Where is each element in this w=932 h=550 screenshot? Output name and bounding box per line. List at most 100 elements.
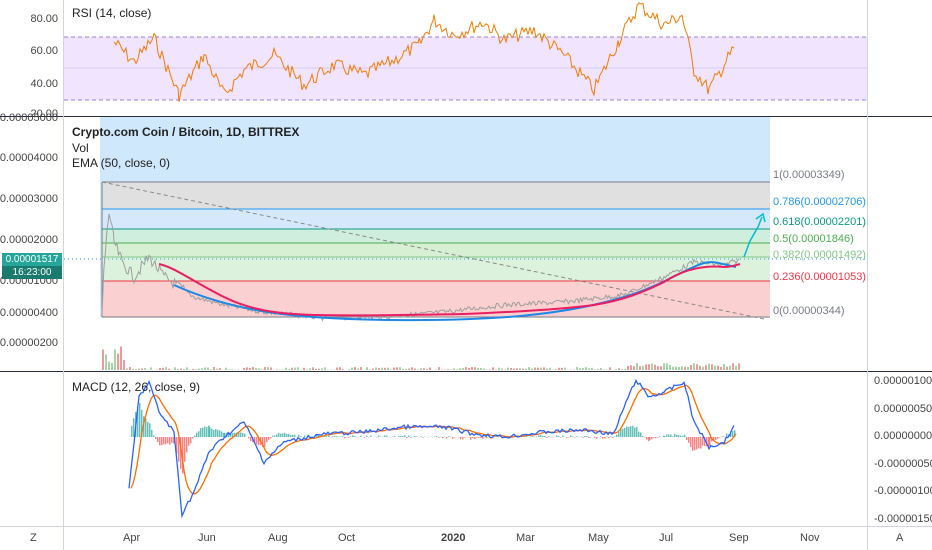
volume-bar	[267, 367, 269, 370]
macd-histogram-bar	[686, 437, 688, 441]
macd-histogram-bar	[586, 436, 588, 437]
macd-histogram-bar	[700, 437, 702, 449]
volume-bar	[303, 367, 305, 370]
macd-histogram-bar	[546, 437, 548, 438]
macd-histogram-bar	[688, 437, 690, 443]
macd-histogram-bar	[612, 437, 614, 438]
volume-bar	[195, 369, 197, 370]
macd-histogram-bar	[171, 437, 173, 443]
macd-histogram-bar	[270, 437, 272, 439]
volume-bar	[696, 364, 698, 370]
main-price-axis[interactable]: 0.00005000 0.00004000 0.00003000 0.00002…	[0, 112, 64, 370]
macd-histogram-bar	[176, 437, 178, 454]
volume-bar	[558, 367, 560, 370]
volume-bar	[663, 363, 665, 370]
price-tick: 0.00003000	[0, 193, 58, 205]
macd-pane[interactable]: MACD (12, 26, close, 9)	[64, 372, 868, 525]
macd-histogram-bar	[488, 436, 490, 437]
volume-bar	[264, 367, 266, 370]
macd-value-axis[interactable]: 0.00000100 0.00000050 0.00000000 -0.0000…	[868, 372, 932, 525]
volume-bar	[636, 363, 638, 370]
macd-histogram-bar	[354, 436, 356, 437]
rsi-tick: 20.00	[30, 108, 58, 120]
rsi-tick: 80.00	[30, 13, 58, 25]
rsi-price-axis[interactable]: 80.00 60.00 40.00 20.00	[0, 0, 64, 120]
macd-histogram-bar	[464, 437, 466, 438]
macd-histogram-bar	[420, 436, 422, 437]
volume-bar	[381, 367, 383, 370]
volume-bar	[291, 367, 293, 370]
volume-legend[interactable]: Vol	[72, 141, 89, 155]
volume-bar	[138, 368, 140, 370]
macd-histogram-bar	[530, 436, 532, 437]
macd-histogram-bar	[584, 436, 586, 437]
macd-histogram-bar	[147, 422, 149, 437]
rsi-pane[interactable]: RSI (14, close)	[64, 0, 868, 115]
macd-histogram-bar	[674, 433, 676, 437]
volume-bar	[534, 367, 536, 370]
volume-bar	[549, 367, 551, 370]
pane-separator[interactable]	[0, 371, 932, 372]
main-chart-pane[interactable]: Crypto.com Coin / Bitcoin, 1D, BITTREX V…	[64, 117, 868, 370]
macd-histogram-bar	[678, 435, 680, 437]
volume-bar	[282, 369, 284, 370]
macd-histogram-bar	[452, 437, 454, 439]
macd-histogram-bar	[680, 435, 682, 437]
volume-bar	[207, 367, 209, 370]
volume-bar	[243, 367, 245, 370]
macd-histogram-bar	[292, 434, 294, 437]
macd-histogram-bar	[198, 431, 200, 437]
volume-bar	[378, 368, 380, 370]
macd-histogram-bar	[566, 437, 568, 438]
macd-histogram-bar	[474, 437, 476, 439]
macd-histogram-bar	[294, 434, 296, 437]
macd-histogram-bar	[230, 434, 232, 437]
volume-bar	[399, 367, 401, 370]
macd-histogram-bar	[556, 435, 558, 437]
arrow-head-icon	[755, 212, 766, 223]
macd-histogram-bar	[482, 437, 484, 439]
macd-histogram-bar	[157, 437, 159, 443]
volume-bar	[318, 368, 320, 370]
macd-histogram-bar	[462, 437, 464, 440]
volume-bar	[600, 367, 602, 370]
macd-histogram-bar	[194, 435, 196, 437]
macd-histogram-bar	[290, 434, 292, 437]
volume-bar	[633, 366, 635, 370]
volume-bar	[393, 367, 395, 370]
time-axis[interactable]: Z Apr Jun Aug Oct 2020 Mar May Jul Sep N…	[0, 527, 932, 550]
volume-bar	[645, 364, 647, 370]
auto-scale-button[interactable]: A	[896, 532, 904, 544]
macd-histogram-bar	[640, 432, 642, 437]
ema-legend[interactable]: EMA (50, close, 0)	[72, 156, 171, 170]
macd-histogram-bar	[209, 427, 211, 437]
volume-bar	[429, 367, 431, 370]
pane-separator[interactable]	[0, 116, 932, 117]
macd-histogram-bar	[328, 435, 330, 437]
volume-bar	[654, 364, 656, 370]
volume-bar	[468, 368, 470, 370]
macd-histogram-bar	[280, 433, 282, 437]
macd-histogram-bar	[221, 431, 223, 437]
macd-histogram-bar	[242, 433, 244, 437]
macd-histogram-bar	[182, 437, 184, 474]
fib-zone	[102, 243, 770, 257]
symbol-title[interactable]: Crypto.com Coin / Bitcoin, 1D, BITTREX	[72, 125, 300, 139]
volume-bar	[315, 368, 317, 370]
macd-histogram-bar	[602, 437, 604, 439]
volume-bar	[510, 368, 512, 370]
macd-line	[128, 378, 735, 519]
macd-histogram-bar	[408, 435, 410, 437]
macd-histogram-bar	[726, 433, 728, 437]
macd-histogram-bar	[538, 435, 540, 437]
volume-bar	[513, 368, 515, 370]
volume-bar	[579, 368, 581, 370]
volume-bar	[312, 367, 314, 370]
volume-bar	[651, 363, 653, 370]
zoom-reset-button[interactable]: Z	[30, 532, 37, 544]
macd-histogram-bar	[702, 437, 704, 446]
volume-bar	[474, 367, 476, 370]
volume-bar	[438, 367, 440, 370]
macd-histogram-bar	[715, 437, 717, 440]
macd-histogram-bar	[204, 426, 206, 437]
